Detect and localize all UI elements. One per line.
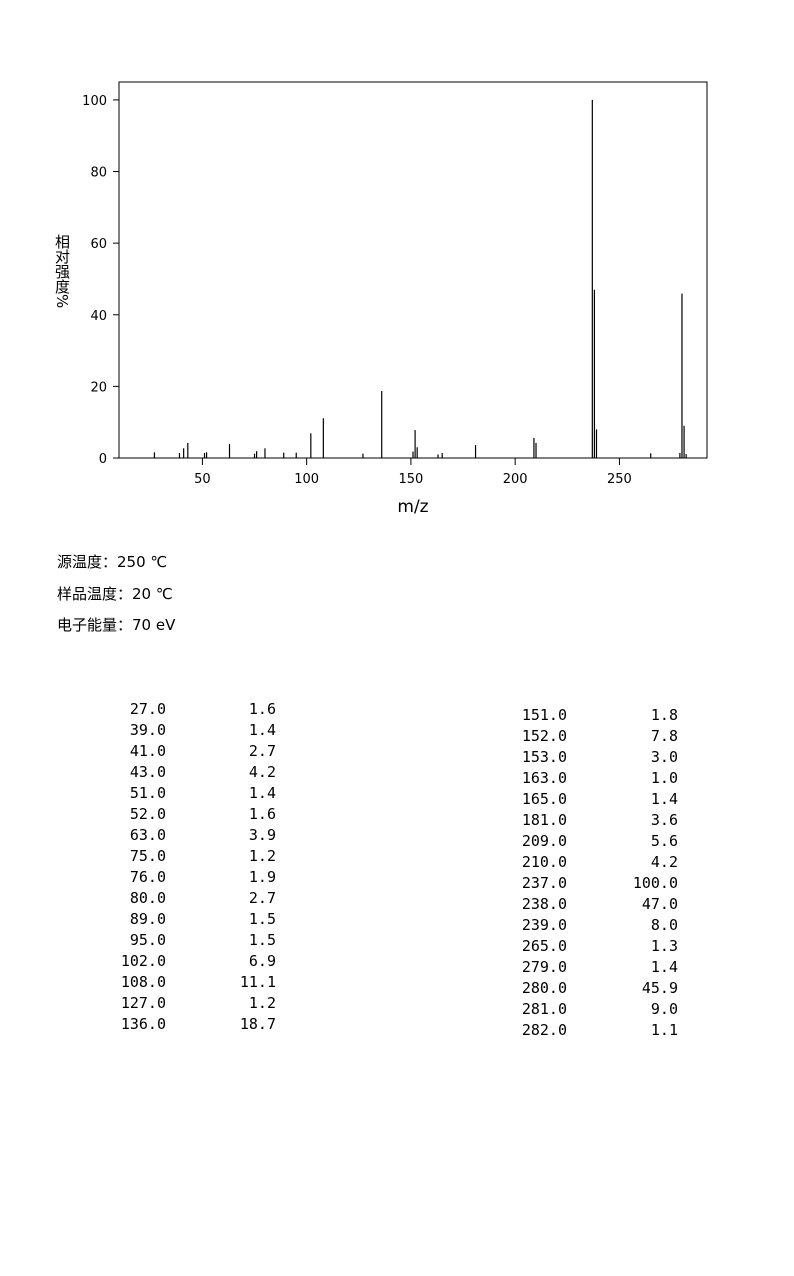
mz-cell: 210.0 — [521, 853, 567, 871]
mz-cell: 209.0 — [521, 832, 567, 850]
intensity-cell: 4.2 — [248, 763, 276, 781]
y-tick-label: 80 — [90, 166, 107, 181]
intensity-cell: 1.0 — [650, 769, 678, 787]
intensity-cell: 6.9 — [248, 952, 276, 970]
mz-cell: 239.0 — [521, 916, 567, 934]
intensity-cell: 11.1 — [239, 973, 276, 991]
mz-cell: 237.0 — [521, 874, 567, 892]
chart: m/z 0 20 40 60 80 100 50 100 150 200 250 — [82, 81, 708, 517]
mz-cell: 238.0 — [521, 895, 567, 913]
intensity-cell: 3.0 — [650, 748, 678, 766]
mz-cell: 153.0 — [521, 748, 567, 766]
y-tick-label: 40 — [90, 309, 107, 324]
mz-cell: 165.0 — [521, 790, 567, 808]
mz-cell: 80.0 — [129, 889, 166, 907]
intensity-cell: 1.5 — [248, 910, 276, 928]
info-line: 源温度：250 ℃ — [57, 553, 168, 571]
x-tick-label: 50 — [194, 472, 211, 487]
y-tick-label: 20 — [90, 380, 107, 395]
y-tick-label: 0 — [99, 452, 107, 467]
mz-cell: 27.0 — [129, 700, 166, 718]
intensity-cell: 1.4 — [248, 784, 276, 802]
mz-cell: 151.0 — [521, 706, 567, 724]
intensity-cell: 1.4 — [650, 790, 678, 808]
intensity-cell: 1.3 — [650, 937, 678, 955]
intensity-cell: 5.6 — [650, 832, 678, 850]
info-line: 电子能量：70 eV — [57, 616, 176, 634]
x-tick-label: 150 — [399, 472, 424, 487]
intensity-cell: 1.9 — [248, 868, 276, 886]
x-tick-label: 100 — [294, 472, 319, 487]
mz-cell: 279.0 — [521, 958, 567, 976]
y-axis-label: 相对强度% — [53, 234, 71, 309]
intensity-cell: 4.2 — [650, 853, 678, 871]
intensity-cell: 1.2 — [248, 994, 276, 1012]
intensity-cell: 1.2 — [248, 847, 276, 865]
info-line: 样品温度：20 ℃ — [57, 584, 173, 603]
x-tick-label: 200 — [503, 472, 528, 487]
intensity-cell: 2.7 — [248, 889, 276, 907]
mz-cell: 89.0 — [129, 910, 166, 928]
intensity-cell: 47.0 — [641, 895, 678, 913]
mz-cell: 152.0 — [521, 727, 567, 745]
intensity-cell: 1.8 — [650, 706, 678, 724]
intensity-cell: 1.1 — [650, 1021, 678, 1039]
intensity-cell: 2.7 — [248, 742, 276, 760]
mz-cell: 127.0 — [120, 994, 166, 1012]
x-tick-label: 250 — [607, 472, 632, 487]
intensity-cell: 1.6 — [248, 805, 276, 823]
mz-cell: 108.0 — [120, 973, 166, 991]
mz-cell: 43.0 — [129, 763, 166, 781]
intensity-cell: 1.4 — [650, 958, 678, 976]
intensity-cell: 1.6 — [248, 700, 276, 718]
mz-cell: 281.0 — [521, 1000, 567, 1018]
mz-cell: 52.0 — [129, 805, 166, 823]
mz-cell: 95.0 — [129, 931, 166, 949]
intensity-cell: 1.4 — [248, 721, 276, 739]
mz-cell: 39.0 — [129, 721, 166, 739]
mz-cell: 280.0 — [521, 979, 567, 997]
intensity-cell: 9.0 — [650, 1000, 678, 1018]
intensity-cell: 3.6 — [650, 811, 678, 829]
plot-frame — [118, 81, 708, 459]
intensity-cell: 8.0 — [650, 916, 678, 934]
mz-cell: 265.0 — [521, 937, 567, 955]
intensity-cell: 3.9 — [248, 826, 276, 844]
intensity-cell: 18.7 — [239, 1015, 276, 1033]
y-tick-label: 60 — [90, 237, 107, 252]
y-tick-label: 100 — [82, 94, 107, 109]
intensity-cell: 1.5 — [248, 931, 276, 949]
mz-cell: 102.0 — [120, 952, 166, 970]
x-axis-label: m/z — [397, 497, 428, 517]
mz-cell: 76.0 — [129, 868, 166, 886]
mz-cell: 181.0 — [521, 811, 567, 829]
mz-cell: 63.0 — [129, 826, 166, 844]
intensity-cell: 7.8 — [650, 727, 678, 745]
mz-cell: 51.0 — [129, 784, 166, 802]
mz-cell: 163.0 — [521, 769, 567, 787]
intensity-cell: 100.0 — [632, 874, 678, 892]
mz-cell: 41.0 — [129, 742, 166, 760]
mz-cell: 75.0 — [129, 847, 166, 865]
intensity-cell: 45.9 — [641, 979, 678, 997]
mz-cell: 136.0 — [120, 1015, 166, 1033]
mz-cell: 282.0 — [521, 1021, 567, 1039]
